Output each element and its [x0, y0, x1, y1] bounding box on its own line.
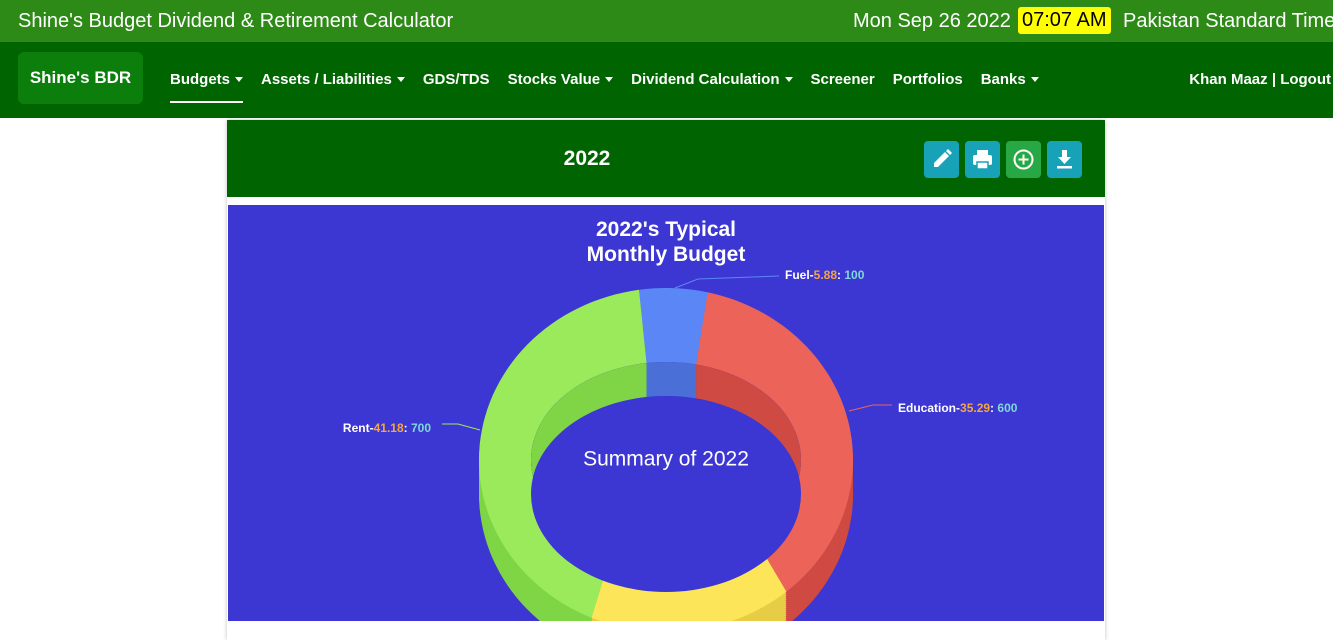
nav-label: Banks	[980, 71, 1026, 88]
slice-inner-wall	[646, 362, 697, 399]
nav-item[interactable]: Assets / Liabilities	[261, 71, 405, 88]
nav-label: Budgets	[170, 71, 230, 88]
caret	[605, 77, 614, 82]
slice	[639, 288, 708, 365]
label-percent: 5.88	[814, 268, 838, 282]
add-button[interactable]	[1006, 141, 1041, 178]
nav-item[interactable]: Screener	[811, 71, 875, 88]
user-name[interactable]: Khan Maaz	[1189, 71, 1268, 88]
nav-items: Budgets Assets / Liabilities GDS/TDS Stocks…	[170, 71, 1039, 103]
label-name: Fuel	[785, 268, 810, 282]
label-value: 100	[844, 268, 864, 282]
nav-label: GDS/TDS	[422, 71, 490, 88]
label-name: Education	[898, 401, 956, 415]
nav-label: Dividend Calculation	[631, 71, 780, 88]
leader-line	[442, 423, 481, 431]
data-label: Fuel-5.88: 100	[785, 268, 865, 282]
user-menu: Khan Maaz | Logout	[1189, 71, 1331, 88]
center-text: Summary of 2022	[583, 448, 749, 471]
download-icon	[1057, 150, 1072, 169]
card-header: 2022	[227, 120, 1105, 197]
nav-item[interactable]: Budgets	[170, 71, 243, 103]
app-title: Shine's Budget Dividend & Retirement Cal…	[18, 10, 454, 32]
logout[interactable]: Logout	[1280, 71, 1331, 88]
edit-icon	[934, 149, 952, 167]
nav-label: Portfolios	[892, 71, 963, 88]
separator: |	[1271, 71, 1277, 88]
label-value: 600	[997, 401, 1017, 415]
leader-line	[848, 404, 892, 412]
label-percent: 41.18	[374, 421, 404, 435]
data-label: Rent-41.18: 700	[343, 421, 431, 435]
label-value: 700	[411, 421, 431, 435]
nav-label: Screener	[810, 71, 875, 88]
hole-floor	[531, 396, 801, 592]
label-separator: -	[810, 268, 814, 282]
label-separator: -	[956, 401, 960, 415]
nav-item[interactable]: Dividend Calculation	[631, 71, 793, 88]
slice	[696, 292, 853, 592]
nav-item[interactable]: GDS/TDS	[423, 71, 490, 88]
label-separator: -	[370, 421, 374, 435]
caret	[235, 77, 243, 82]
label-separator: :	[404, 421, 411, 435]
card-title: 2022	[563, 147, 611, 170]
brand[interactable]: Shine's BDR	[18, 52, 143, 104]
label-name: Rent	[343, 421, 370, 435]
add-icon	[1013, 149, 1034, 170]
nav-item[interactable]: Banks	[981, 71, 1039, 88]
label-separator: :	[990, 401, 997, 415]
print-button[interactable]	[965, 141, 1000, 178]
page: Shine's Budget Dividend & Retirement Cal…	[0, 0, 1333, 621]
nav-label: Stocks Value	[507, 71, 601, 88]
data-label: Education-35.29: 600	[898, 401, 1018, 415]
label-separator: :	[837, 268, 844, 282]
slice	[479, 289, 647, 618]
nav-label: Assets / Liabilities	[261, 71, 392, 88]
download-button[interactable]	[1047, 141, 1082, 178]
nav-item[interactable]: Stocks Value	[508, 71, 614, 88]
chart-title: 2022's Typical Monthly Budget	[586, 218, 746, 266]
edit-button[interactable]	[924, 141, 959, 178]
caret	[1030, 77, 1039, 82]
print-icon	[973, 150, 992, 170]
caret	[396, 77, 405, 82]
slice-inner-wall	[696, 364, 801, 558]
leader-line	[674, 275, 780, 289]
navbar: Shine's BDR Budgets Assets / Liabilities G…	[0, 42, 1333, 118]
time: 07:07 AM	[1018, 7, 1111, 34]
top-bar: Shine's Budget Dividend & Retirement Cal…	[0, 0, 1333, 42]
caret	[784, 77, 793, 82]
chart-area: Summary of 2022 Fuel-5.88: 100 Education-3…	[228, 205, 1104, 621]
nav-item[interactable]: Portfolios	[893, 71, 963, 88]
label-percent: 35.29	[960, 401, 990, 415]
timezone: Pakistan Standard Time	[1123, 10, 1333, 32]
date: Mon Sep 26 2022	[853, 10, 1011, 32]
